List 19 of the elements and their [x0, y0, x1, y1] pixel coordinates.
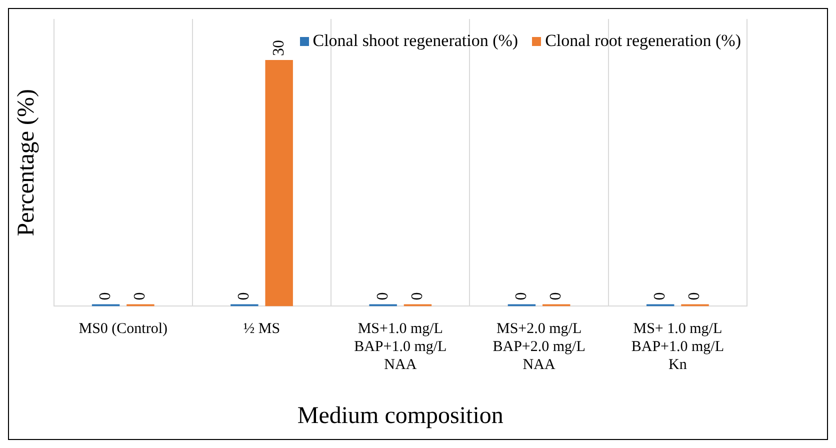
data-label: 0: [374, 292, 392, 300]
y-axis-title: Percentage (%): [14, 88, 40, 236]
data-label: 0: [686, 292, 704, 300]
data-label: 0: [652, 292, 669, 300]
data-label: 0: [132, 292, 149, 300]
x-axis-title: Medium composition: [297, 402, 504, 429]
data-label: 30: [270, 40, 288, 56]
x-tick-label: MS+ 1.0 mg/L BAP+1.0 mg/L Kn: [631, 321, 724, 374]
x-tick-label: MS+1.0 mg/L BAP+1.0 mg/L NAA: [354, 321, 447, 374]
data-label: 0: [408, 292, 426, 300]
data-label: 0: [548, 292, 565, 300]
legend-label: Clonal shoot regeneration (%): [312, 31, 518, 51]
x-tick-label: MS0 (Control): [78, 321, 168, 338]
legend-label: Clonal root regeneration (%): [545, 31, 741, 51]
data-label: 0: [512, 292, 530, 300]
data-label: 0: [236, 292, 253, 300]
x-tick-label: ½ MS: [243, 321, 280, 338]
data-label: 0: [96, 292, 114, 300]
x-tick-label: MS+2.0 mg/L BAP+2.0 mg/L NAA: [492, 321, 586, 374]
